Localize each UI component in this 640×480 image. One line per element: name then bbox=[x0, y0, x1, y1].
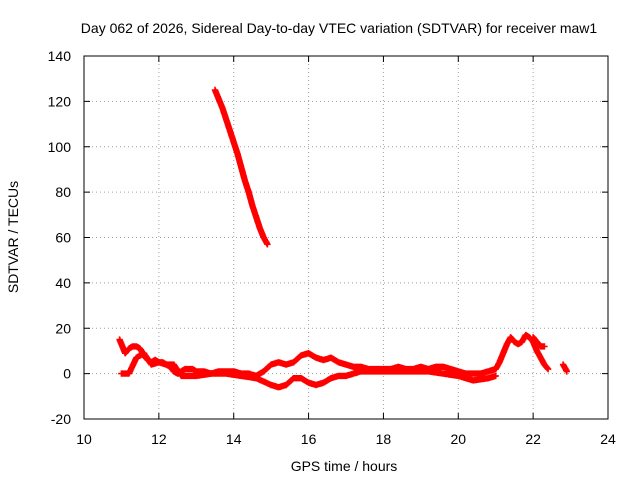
x-tick-label: 18 bbox=[376, 431, 392, 447]
chart-title: Day 062 of 2026, Sidereal Day-to-day VTE… bbox=[81, 20, 598, 36]
x-axis-label: GPS time / hours bbox=[291, 458, 398, 474]
scatter-points bbox=[118, 334, 570, 391]
y-tick-label: 20 bbox=[55, 320, 71, 336]
data-points bbox=[116, 86, 570, 391]
series-markers bbox=[118, 334, 570, 391]
x-tick-label: 16 bbox=[301, 431, 317, 447]
y-tick-label: 40 bbox=[55, 275, 71, 291]
x-tick-label: 10 bbox=[76, 431, 92, 447]
x-tick-label: 22 bbox=[525, 431, 541, 447]
y-tick-label: 100 bbox=[48, 139, 72, 155]
gridlines bbox=[84, 56, 608, 419]
tick-labels: 10 12 14 16 18 20 22 24 -20 0 20 40 60 80 100 120 140 bbox=[48, 48, 616, 447]
series-markers bbox=[211, 86, 271, 248]
x-tick-label: 14 bbox=[226, 431, 242, 447]
y-tick-label: 0 bbox=[63, 366, 71, 382]
axis-ticks bbox=[83, 55, 609, 420]
scatter-points bbox=[211, 86, 271, 248]
y-axis-label: SDTVAR / TECUs bbox=[5, 181, 21, 293]
x-tick-label: 20 bbox=[450, 431, 466, 447]
y-tick-label: -20 bbox=[51, 411, 71, 427]
x-tick-label: 24 bbox=[600, 431, 616, 447]
y-tick-label: 60 bbox=[55, 230, 71, 246]
x-tick-label: 12 bbox=[151, 431, 167, 447]
y-tick-label: 80 bbox=[55, 184, 71, 200]
y-tick-label: 120 bbox=[48, 93, 72, 109]
y-tick-label: 140 bbox=[48, 48, 72, 64]
